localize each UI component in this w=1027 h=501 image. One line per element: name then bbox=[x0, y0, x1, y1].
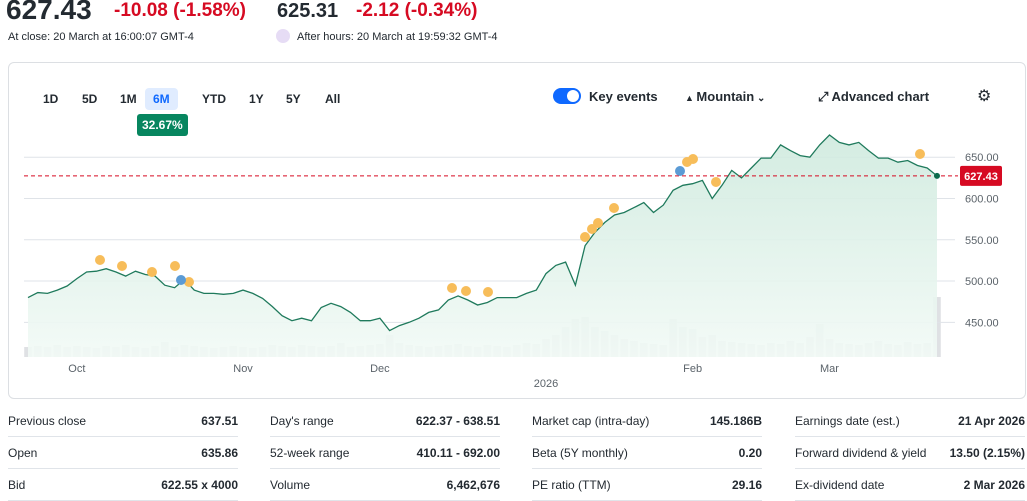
chart-type[interactable]: ▲ Mountain ⌄ bbox=[685, 89, 766, 104]
y-tick-label: 650.00 bbox=[965, 152, 999, 164]
advanced-chart[interactable]: ⤢ Advanced chart bbox=[818, 89, 930, 104]
stat-value: 145.186B bbox=[709, 414, 762, 428]
range-button[interactable]: 6M bbox=[145, 88, 178, 110]
x-tick-label: Feb bbox=[683, 363, 702, 375]
x-tick-label: Dec bbox=[370, 363, 390, 375]
stat-label: Previous close bbox=[8, 414, 87, 428]
stat-separator bbox=[532, 468, 762, 469]
range-button[interactable]: 1D bbox=[43, 92, 59, 106]
range-button[interactable]: All bbox=[325, 92, 341, 106]
stat-value: 635.86 bbox=[201, 446, 238, 460]
settings[interactable]: ⚙ bbox=[977, 88, 992, 105]
moon-icon bbox=[276, 29, 290, 43]
price-change: -10.08 (-1.58%) bbox=[114, 0, 247, 21]
x-tick-label: 2026 bbox=[534, 378, 558, 390]
toggle[interactable] bbox=[553, 88, 581, 104]
last-price-label: 627.43 bbox=[964, 171, 998, 183]
range-button[interactable]: 1M bbox=[120, 92, 137, 106]
stat-value: 622.55 x 4000 bbox=[161, 478, 238, 492]
stat-label: Forward dividend & yield bbox=[795, 446, 927, 460]
y-tick-label: 550.00 bbox=[965, 235, 999, 247]
x-tick-label: Nov bbox=[233, 363, 253, 375]
close-time: At close: 20 March at 16:00:07 GMT-4 bbox=[8, 31, 194, 43]
range-button[interactable]: 1Y bbox=[249, 92, 264, 106]
advanced-label: Advanced chart bbox=[831, 89, 930, 104]
stat-value: 21 Apr 2026 bbox=[958, 414, 1025, 428]
x-tick-label: Oct bbox=[68, 363, 85, 375]
stat-label: Volume bbox=[270, 478, 311, 492]
stat-label: 52-week range bbox=[270, 446, 350, 460]
stat-separator bbox=[795, 436, 1025, 437]
y-tick-label: 600.00 bbox=[965, 194, 999, 206]
chart-card bbox=[8, 62, 1026, 399]
range-button[interactable]: YTD bbox=[202, 92, 226, 106]
stat-separator bbox=[8, 436, 238, 437]
range-button[interactable]: 5Y bbox=[286, 92, 301, 106]
range-button[interactable]: 5D bbox=[82, 92, 98, 106]
stat-separator bbox=[270, 436, 500, 437]
area-fill bbox=[28, 135, 937, 357]
stat-value: 29.16 bbox=[731, 478, 762, 492]
stat-separator bbox=[532, 436, 762, 437]
chart-type-label: Mountain bbox=[696, 89, 755, 104]
after-time: After hours: 20 March at 19:59:32 GMT-4 bbox=[297, 31, 498, 43]
stat-label: Beta (5Y monthly) bbox=[532, 446, 628, 460]
stat-label: Market cap (intra-day) bbox=[532, 414, 650, 428]
stat-label: Earnings date (est.) bbox=[795, 414, 900, 428]
stat-value: 2 Mar 2026 bbox=[963, 478, 1025, 492]
chart: 450.00 500.00 550.00 600.00 650.00 Oct Nov Dec 2… bbox=[24, 134, 1002, 390]
stat-value: 6,462,676 bbox=[446, 478, 500, 492]
stat-label: PE ratio (TTM) bbox=[532, 478, 611, 492]
stat-value: 0.20 bbox=[738, 446, 762, 460]
y-tick-label: 500.00 bbox=[965, 276, 999, 288]
last-point bbox=[934, 172, 940, 179]
stat-label: Ex-dividend date bbox=[795, 478, 885, 492]
x-tick-label: Mar bbox=[820, 363, 839, 375]
stat-value: 622.37 - 638.51 bbox=[415, 414, 500, 428]
stat-value: 410.11 - 692.00 bbox=[416, 446, 500, 460]
last-price-box bbox=[960, 165, 1002, 186]
stat-value: 637.51 bbox=[201, 414, 238, 428]
key-events-markers bbox=[95, 149, 925, 297]
stat-label: Day's range bbox=[270, 414, 334, 428]
y-tick-label: 450.00 bbox=[965, 317, 999, 329]
price: 627.43 bbox=[6, 0, 92, 25]
stat-separator bbox=[795, 468, 1025, 469]
stat-label: Open bbox=[8, 446, 38, 460]
after-price: 625.31 bbox=[277, 0, 339, 22]
stat-separator bbox=[270, 468, 500, 469]
key-events[interactable]: Key events bbox=[589, 89, 658, 104]
stat-value: 13.50 (2.15%) bbox=[949, 446, 1025, 460]
range-change-badge: 32.67% bbox=[137, 114, 188, 136]
stat-label: Bid bbox=[8, 478, 26, 492]
stat-separator bbox=[8, 468, 238, 469]
after-change: -2.12 (-0.34%) bbox=[356, 0, 478, 21]
